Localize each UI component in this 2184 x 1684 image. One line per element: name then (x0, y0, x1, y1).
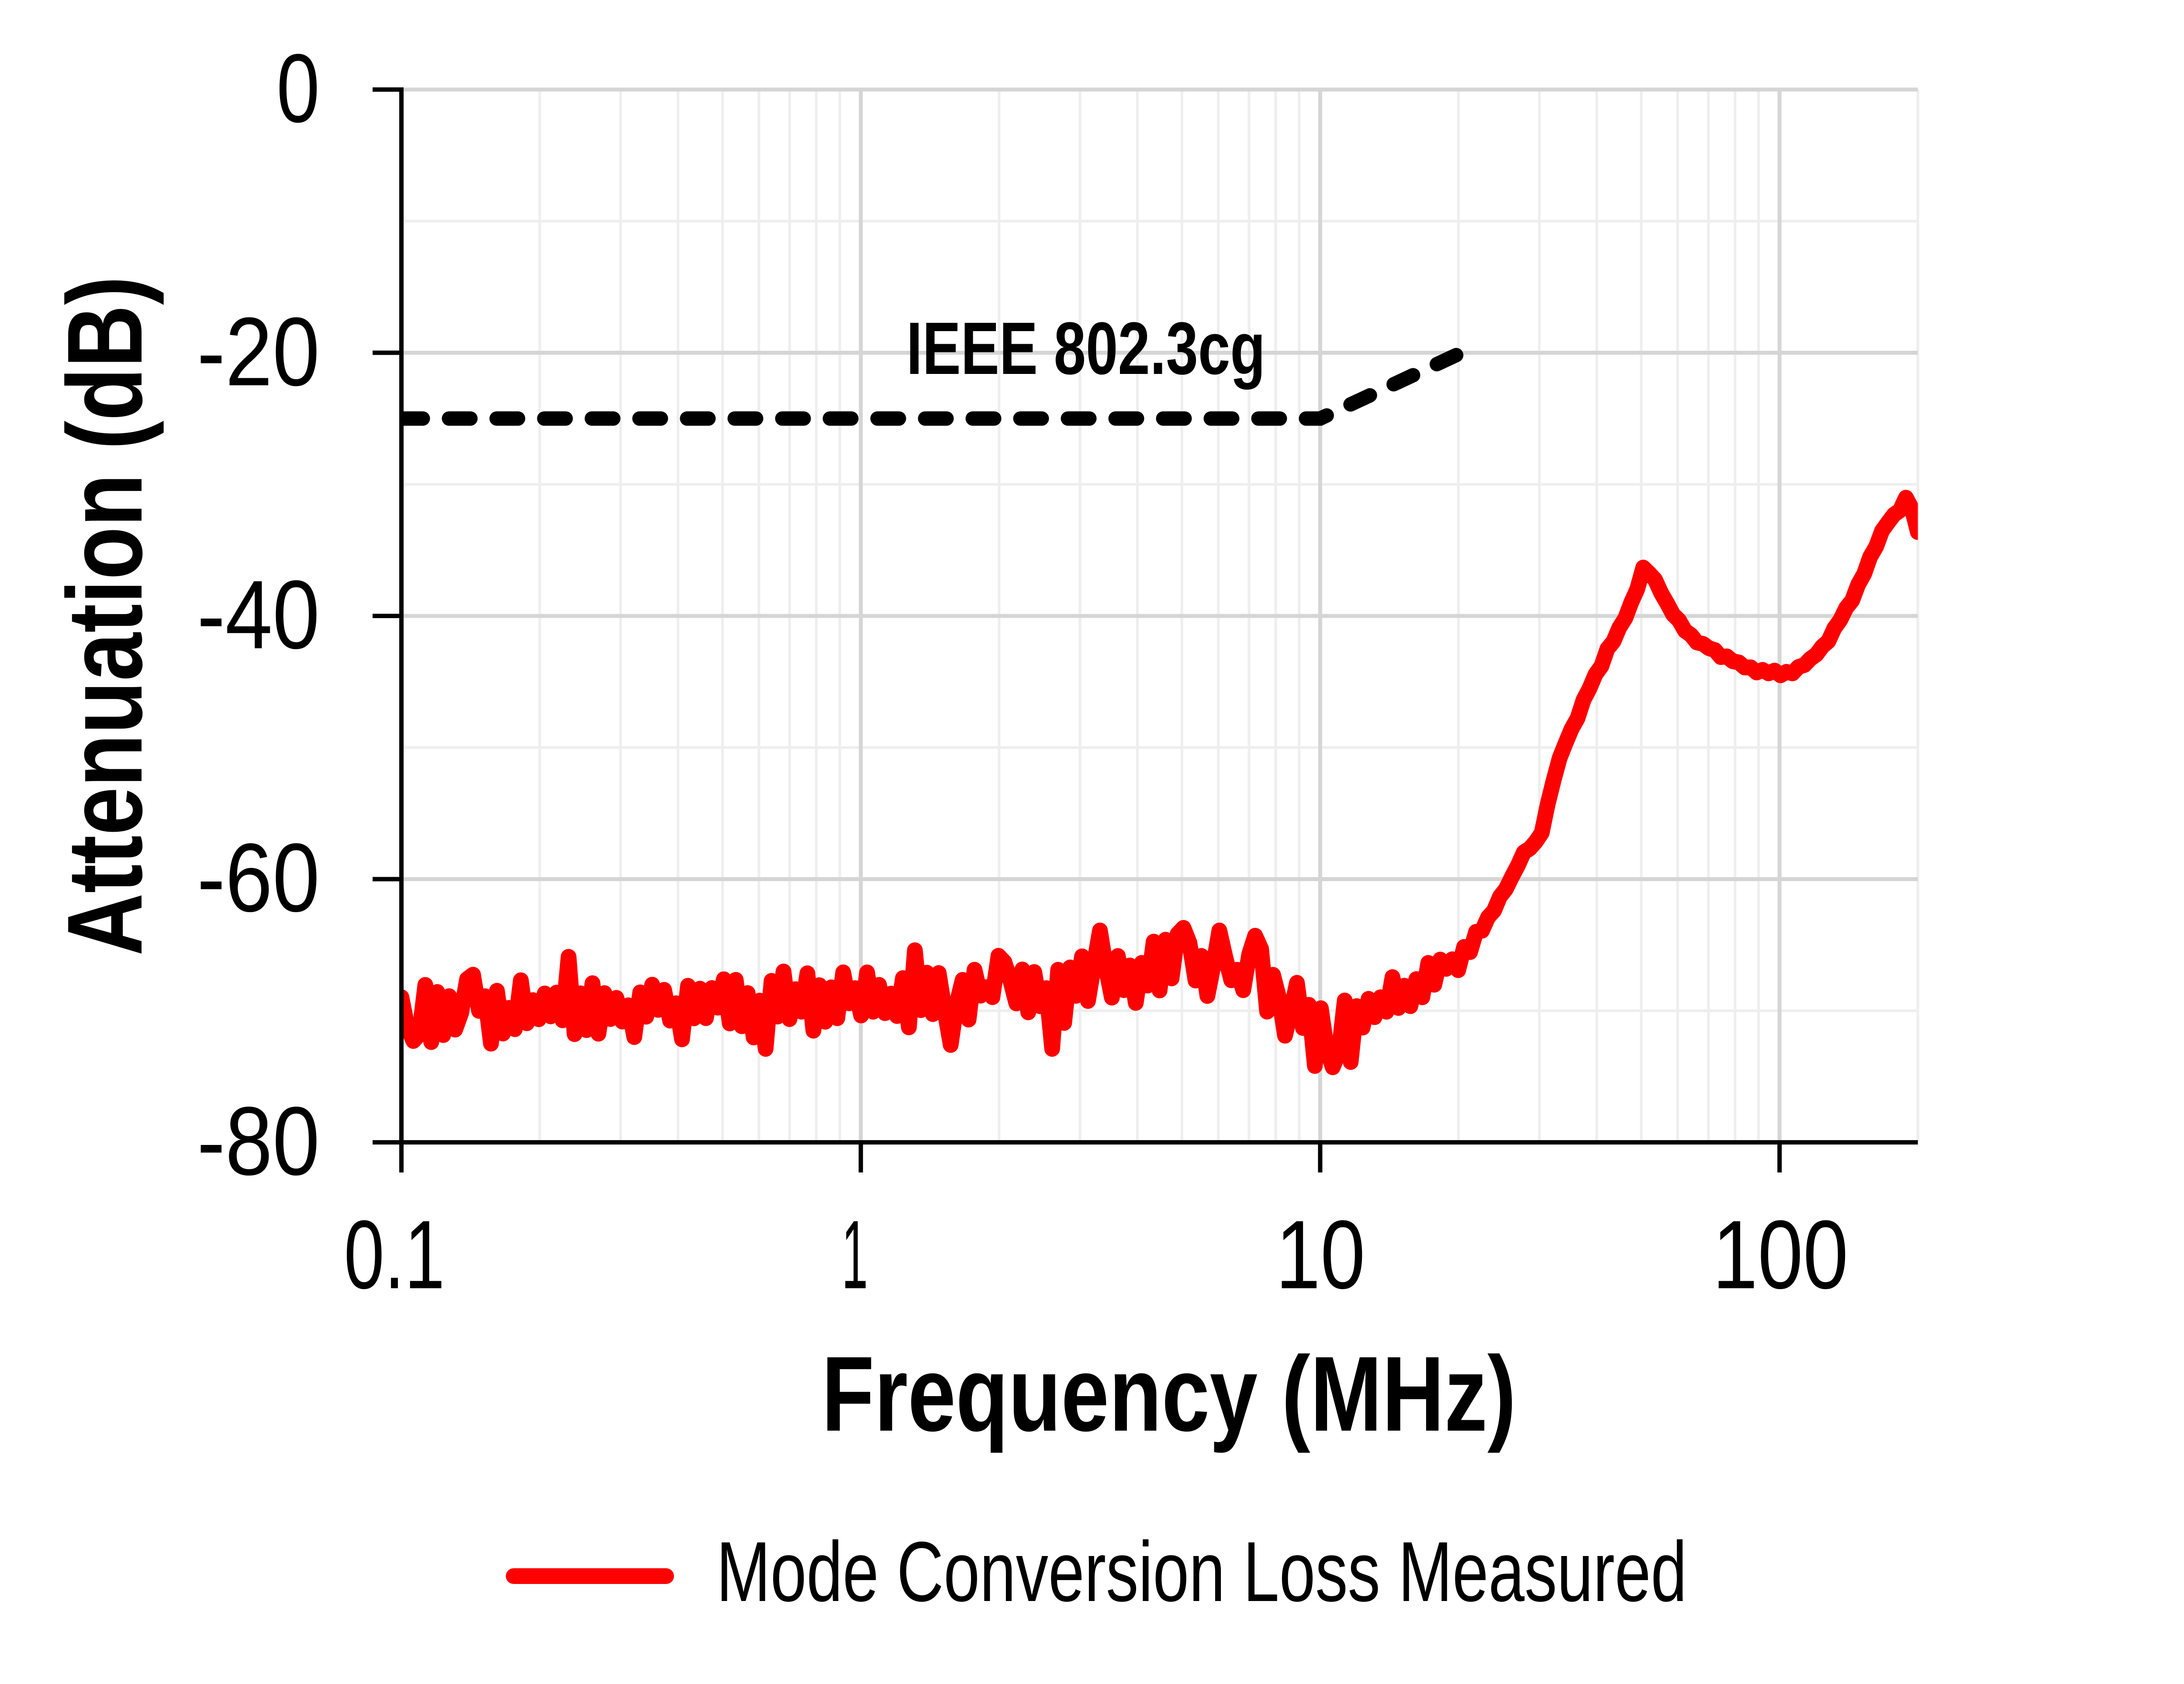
svg-text:0.1: 0.1 (344, 1200, 445, 1309)
svg-text:-40: -40 (197, 560, 320, 669)
svg-text:10: 10 (1276, 1200, 1365, 1309)
svg-text:Attenuation (dB): Attenuation (dB) (45, 276, 164, 956)
svg-text:-20: -20 (197, 297, 320, 406)
svg-text:100: 100 (1713, 1200, 1849, 1309)
svg-text:Frequency (MHz): Frequency (MHz) (822, 1334, 1516, 1453)
svg-text:0: 0 (276, 34, 320, 143)
svg-text:Mode Conversion Loss Measured: Mode Conversion Loss Measured (716, 1524, 1687, 1619)
svg-text:-80: -80 (197, 1087, 320, 1196)
svg-text:-60: -60 (197, 823, 320, 932)
svg-text:IEEE 802.3cg: IEEE 802.3cg (906, 307, 1265, 390)
svg-text:1: 1 (842, 1200, 868, 1309)
